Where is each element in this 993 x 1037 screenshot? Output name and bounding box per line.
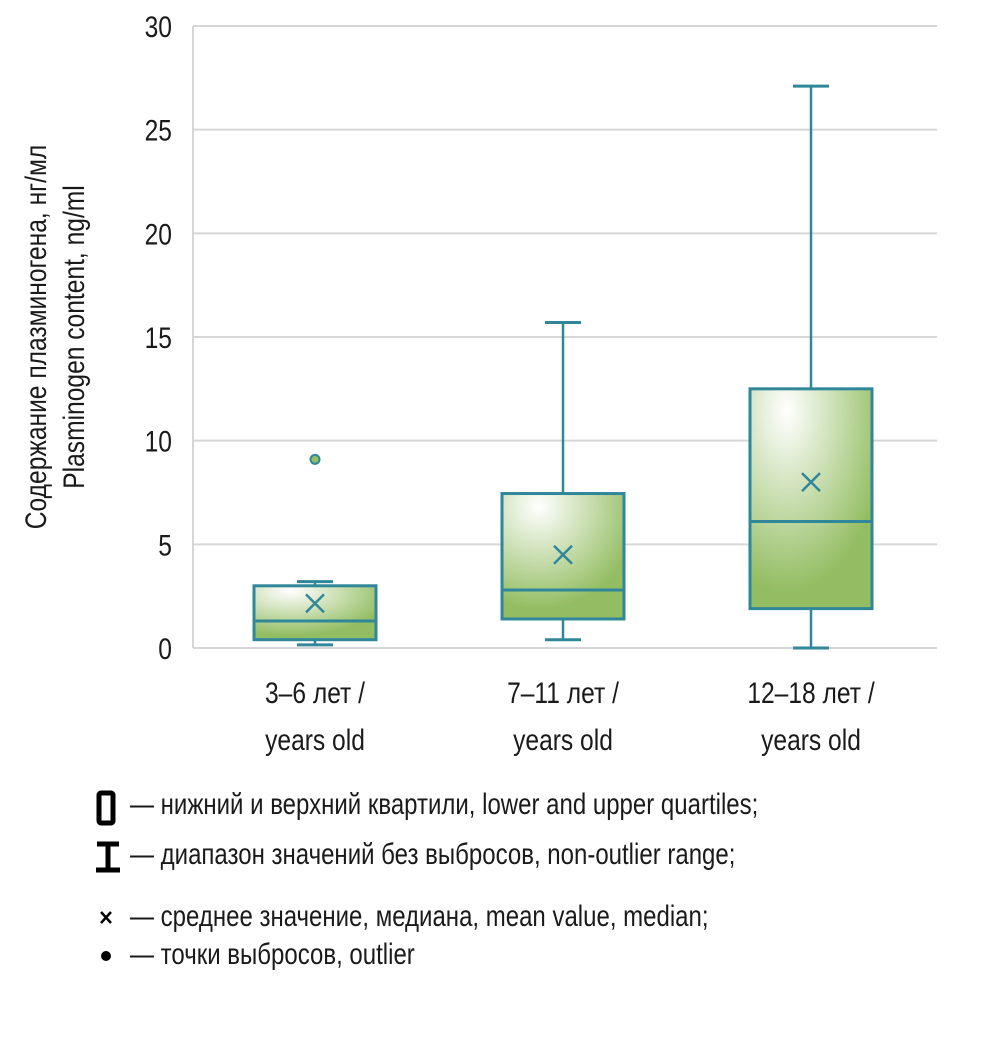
box-group xyxy=(748,84,874,650)
x-tick-label-line1: 7–11 лет / xyxy=(507,676,619,710)
y-tick-label: 10 xyxy=(145,424,172,458)
outlier-point xyxy=(309,453,321,465)
y-tick-label: 0 xyxy=(158,632,172,666)
x-tick-label-line1: 12–18 лет / xyxy=(747,676,875,710)
x-tick-label-line2: years old xyxy=(265,723,365,757)
cross-icon xyxy=(100,911,112,924)
y-tick-label: 5 xyxy=(158,528,172,562)
x-tick-label-line2: years old xyxy=(513,723,613,757)
y-tick-label: 15 xyxy=(145,321,172,355)
mean-marker xyxy=(305,593,325,614)
y-tick-label: 30 xyxy=(145,10,172,44)
legend-text: — нижний и верхний квартили, lower and u… xyxy=(130,788,759,821)
legend-text: — диапазон значений без выбросов, non-ou… xyxy=(130,838,736,871)
box-iqr xyxy=(252,584,378,642)
box-group xyxy=(252,453,378,647)
legend-text: — точки выбросов, outlier xyxy=(130,938,415,971)
legend-text: — среднее значение, медиана, mean value,… xyxy=(130,900,709,933)
mean-marker xyxy=(553,544,573,565)
dot-icon xyxy=(101,951,111,961)
whisker-icon xyxy=(96,841,120,873)
y-tick-label: 25 xyxy=(145,113,172,147)
y-axis-label-en: Plasminogen content, ng/ml xyxy=(57,185,91,488)
box-iqr xyxy=(748,387,874,611)
box-group xyxy=(500,320,626,642)
box-icon xyxy=(96,790,116,826)
x-tick-label-line1: 3–6 лет / xyxy=(265,676,365,710)
x-tick-label-line2: years old xyxy=(761,723,861,757)
box-plot-chart: 0 5 10 15 20 25 30 3–6 лет / years old 7–11 лет … xyxy=(19,10,937,757)
y-tick-label: 20 xyxy=(145,217,172,251)
mean-marker xyxy=(801,472,821,493)
y-axis-label-ru: Содержание плазминогена, нг/мл xyxy=(19,145,53,529)
